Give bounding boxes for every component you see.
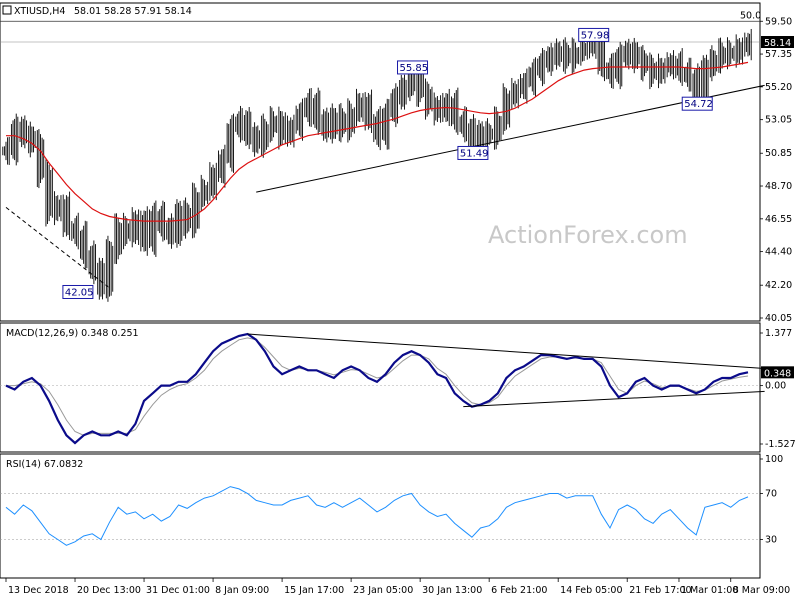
watermark: ActionForex.com: [488, 221, 688, 249]
x-tick-label: 30 Jan 13:00: [422, 585, 482, 596]
rsi-y-tick-label: 100: [765, 454, 783, 465]
price-callout-box: [578, 27, 610, 42]
current-macd-box: [761, 366, 794, 379]
x-tick-label: 23 Jan 05:00: [353, 585, 413, 596]
current-price-label: 58.14: [764, 38, 791, 49]
grid-layer: 50.0: [0, 10, 761, 43]
macd-y-tick-label: -1.527: [765, 439, 796, 450]
current-macd-label: 0.348: [764, 368, 791, 379]
support-trendline: [256, 84, 765, 193]
rsi-line: [5, 486, 749, 546]
price-y-tick-label: 50.85: [765, 148, 792, 159]
x-tick-label: 6 Feb 21:00: [491, 585, 547, 596]
price-y-tick-label: 48.70: [765, 181, 792, 192]
macd-trendline: [463, 390, 765, 408]
ohlc-label: 58.01 58.28 57.91 58.14: [74, 6, 192, 17]
price-y-tick-label: 44.40: [765, 247, 792, 258]
price-pane-title: XTIUSD,H4 58.01 58.28 57.91 58.14: [2, 5, 192, 17]
symbol-label: XTIUSD,H4: [14, 6, 65, 17]
price-callout-box: [681, 96, 713, 111]
macd-y-tick-label: 0.00: [765, 381, 786, 392]
price-y-tick-label: 55.20: [765, 82, 792, 93]
moving-average-layer: [6, 61, 749, 222]
x-tick-label: 21 Feb 17:00: [629, 585, 691, 596]
x-tick-label: 20 Dec 13:00: [77, 585, 141, 596]
price-y-tick-label: 46.55: [765, 214, 792, 225]
rsi-y-tick-label: 30: [765, 535, 777, 546]
dashed-downtrend-line: [5, 206, 110, 288]
price-y-tick-label: 57.35: [765, 49, 792, 60]
x-tick-label: 15 Jan 17:00: [284, 585, 344, 596]
price-callout-label: 55.85: [400, 63, 429, 74]
price-callout-box: [457, 145, 489, 160]
x-tick-label: 13 Dec 2018: [8, 585, 69, 596]
trendline-layer: [5, 84, 765, 288]
x-tick-label: 14 Feb 05:00: [560, 585, 622, 596]
rsi-y-tick-label: 70: [765, 489, 777, 500]
x-axis-labels: 13 Dec 2018 20 Dec 13:00 31 Dec 01:00 8 Jan…: [5, 578, 790, 596]
price-callout-label: 51.49: [460, 148, 489, 159]
price-callout-layer: 42.05 55.85 51.49 57.98 54.72: [62, 27, 713, 299]
price-callout-label: 57.98: [581, 30, 610, 41]
x-tick-label: 8 Jan 09:00: [215, 585, 269, 596]
x-tick-label: 1 Mar 01:00: [681, 585, 738, 596]
price-series-layer: [2, 28, 752, 302]
price-callout-box: [397, 60, 429, 75]
price-y-tick-label: 42.20: [765, 280, 792, 291]
x-tick-label: 8 Mar 09:00: [733, 585, 790, 596]
price-y-tick-label: 59.50: [765, 16, 792, 27]
fib-50-label: 50.0: [740, 10, 761, 21]
macd-line: [5, 332, 749, 445]
rsi-pane-frame: [0, 453, 761, 579]
moving-average-line: [6, 61, 749, 222]
x-tick-label: 31 Dec 01:00: [146, 585, 210, 596]
price-pane-frame: [0, 2, 761, 322]
y-axis-labels: 59.50 57.35 55.20 53.05 50.85 48.70 46.55 44.40…: [760, 16, 796, 546]
price-callout-box: [62, 284, 94, 299]
macd-pane-title: MACD(12,26,9) 0.348 0.251: [6, 328, 139, 339]
macd-trendline: [247, 333, 765, 369]
price-y-tick-label: 53.05: [765, 115, 792, 126]
rsi-pane-title: RSI(14) 67.0832: [6, 459, 83, 470]
macd-layer: [0, 332, 765, 445]
current-price-box: [761, 36, 794, 49]
price-callout-label: 54.72: [684, 99, 713, 110]
rsi-layer: [0, 486, 760, 546]
chart-menu-icon[interactable]: [2, 5, 12, 15]
macd-y-tick-label: 1.377: [765, 328, 792, 339]
price-y-tick-label: 40.05: [765, 313, 792, 324]
price-callout-label: 42.05: [65, 287, 94, 298]
